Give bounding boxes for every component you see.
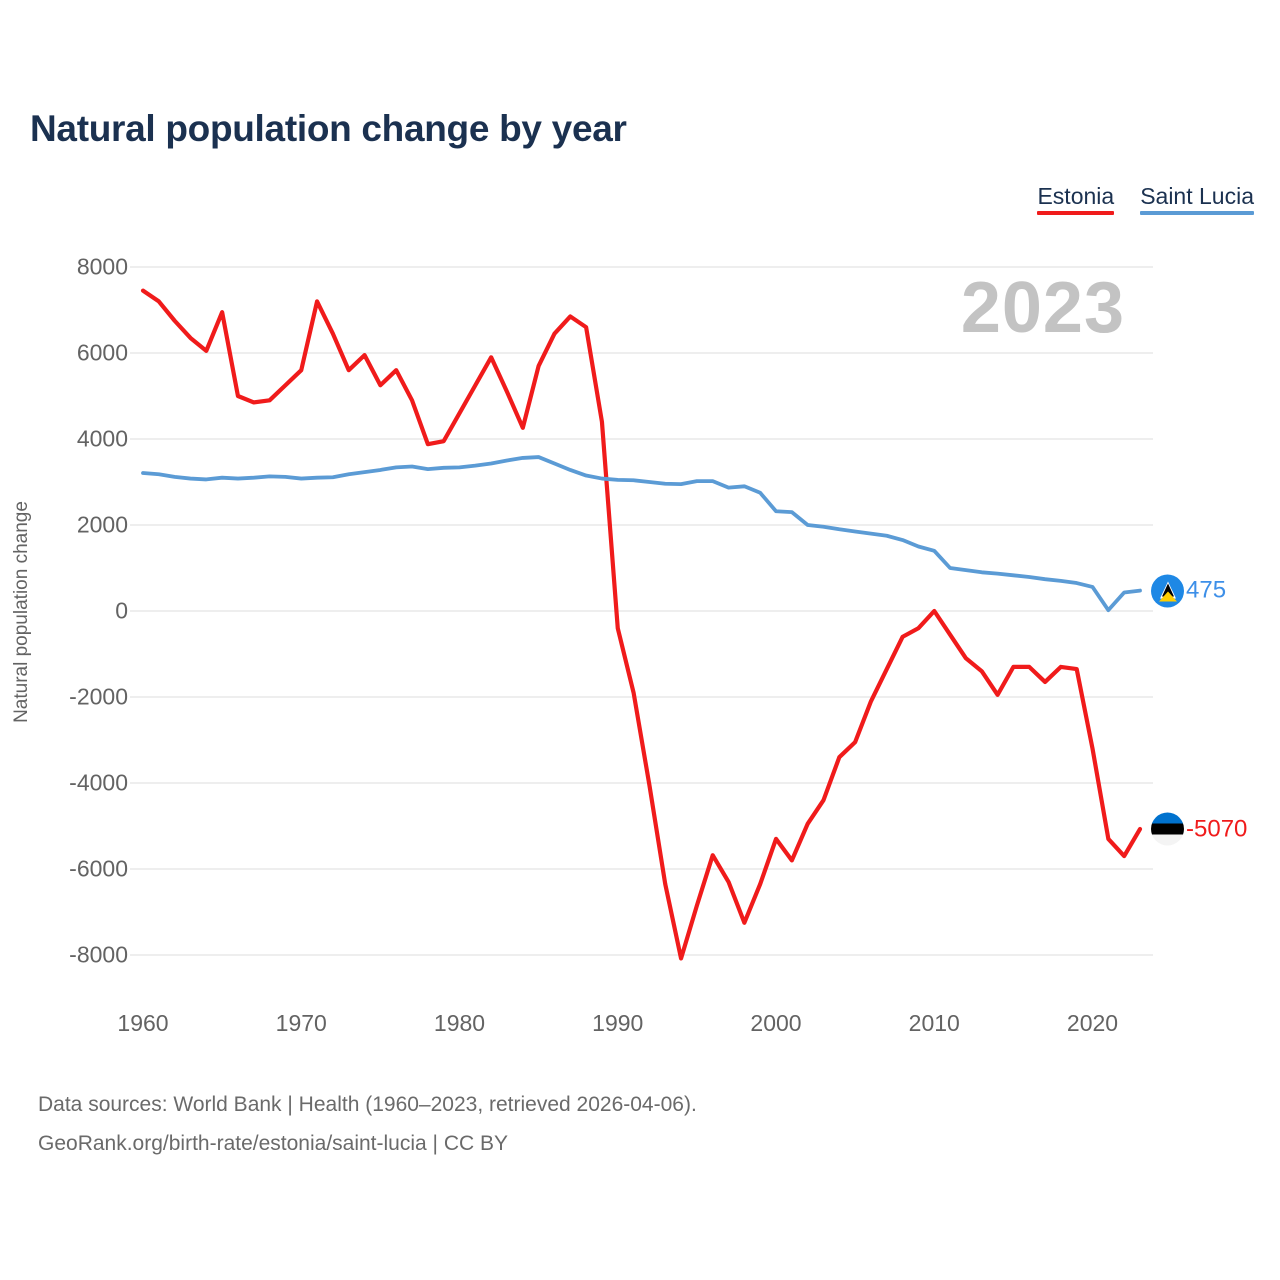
- endpoint-value-saint-lucia: 475: [1186, 576, 1227, 604]
- x-tick-label: 1970: [275, 1010, 327, 1036]
- y-axis-tick-labels: 8000 6000 4000 2000 0 -2000 -4000 -6000 -8000: [0, 0, 128, 1280]
- endpoint-value-estonia: -5070: [1186, 815, 1248, 842]
- y-tick-label: -4000: [69, 769, 128, 796]
- x-tick-label: 2000: [750, 1010, 802, 1036]
- y-tick-label: 8000: [76, 253, 128, 280]
- y-tick-label: 0: [115, 597, 128, 624]
- series-line-saint-lucia: [141, 455, 1142, 613]
- y-axis-label: Natural population change: [11, 501, 32, 723]
- x-tick-label: 1990: [592, 1010, 644, 1036]
- legend-label-saint-lucia: Saint Lucia: [1140, 183, 1254, 209]
- saint-lucia-flag-icon: [1151, 574, 1184, 608]
- y-tick-label: -2000: [69, 683, 128, 710]
- legend-item-saint-lucia[interactable]: Saint Lucia: [1140, 183, 1254, 215]
- page-title: Natural population change by year: [30, 108, 627, 149]
- y-tick-label: 2000: [76, 511, 128, 538]
- endpoint-marker-estonia[interactable]: -5070: [1151, 812, 1248, 846]
- x-tick-label: 1980: [433, 1010, 486, 1036]
- footer-line-data-sources: Data sources: World Bank | Health (1960–…: [38, 1093, 697, 1116]
- y-tick-label: 6000: [76, 339, 128, 366]
- footer-attribution: Data sources: World Bank | Health (1960–…: [38, 1085, 697, 1163]
- x-tick-label: 2020: [1066, 1010, 1119, 1036]
- legend-item-estonia[interactable]: Estonia: [1037, 183, 1115, 215]
- footer-line-url: GeoRank.org/birth-rate/estonia/saint-luc…: [38, 1132, 508, 1155]
- endpoint-marker-saint-lucia[interactable]: 475: [1151, 574, 1227, 608]
- y-tick-label: -6000: [69, 855, 128, 882]
- legend-label-estonia: Estonia: [1037, 183, 1115, 209]
- legend-color-swatch-estonia: [1037, 211, 1115, 215]
- legend-color-swatch-saint-lucia: [1140, 211, 1254, 215]
- x-tick-label: 1960: [117, 1010, 169, 1036]
- estonia-flag-icon: [1151, 812, 1184, 846]
- x-tick-label: 2010: [908, 1010, 960, 1036]
- chart-legend: Estonia Saint Lucia: [1037, 183, 1254, 215]
- y-tick-label: -8000: [69, 941, 128, 968]
- series-line-estonia: [140, 288, 1143, 961]
- year-watermark: 2023: [960, 268, 1125, 348]
- y-tick-label: 4000: [76, 425, 128, 452]
